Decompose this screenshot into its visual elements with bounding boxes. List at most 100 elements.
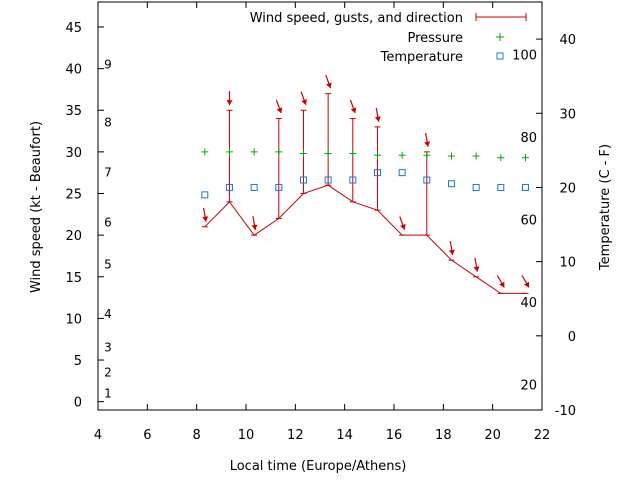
y-left-tick-label: 30 [65, 146, 82, 161]
legend-temperature-label: Temperature [380, 50, 463, 65]
y-right-tick-label: -10 [555, 404, 576, 419]
pressure-point [349, 150, 357, 158]
y-left-tick-label: 15 [65, 271, 82, 286]
wind-direction-arrow [448, 241, 455, 256]
beaufort-label: 8 [104, 116, 112, 130]
y-left-tick-label: 5 [74, 354, 82, 369]
pressure-point [201, 148, 209, 156]
temperature-point [497, 183, 505, 191]
wind-direction-head [251, 224, 258, 231]
x-tick-label: 16 [386, 428, 403, 443]
beaufort-label: 3 [104, 341, 112, 355]
wind-direction-arrow [275, 99, 283, 114]
wind-direction-arrow [399, 216, 406, 230]
beaufort-label: 9 [104, 57, 112, 71]
wind-direction-head [326, 82, 332, 89]
wind-direction-arrow [251, 216, 258, 231]
x-tick-label: 8 [193, 428, 201, 443]
beaufort-label: 1 [104, 386, 112, 400]
wind-direction-arrow [325, 74, 332, 89]
fahrenheit-label: 100 [512, 49, 537, 64]
x-tick-label: 18 [435, 428, 452, 443]
temperature-point [201, 191, 209, 199]
pressure-point [447, 152, 455, 160]
pressure-point [250, 148, 258, 156]
wind-direction-head [523, 281, 530, 288]
y-left-tick-label: 10 [65, 312, 82, 327]
temperature-point [324, 176, 332, 184]
x-tick-label: 6 [143, 428, 151, 443]
wind-direction-arrow [521, 275, 530, 288]
temperature-point [373, 169, 381, 177]
beaufort-label: 7 [104, 166, 112, 180]
pressure-point [299, 150, 307, 158]
wind-direction-head [424, 141, 431, 147]
y-right-tick-label: 20 [559, 181, 576, 196]
pressure-point [472, 152, 480, 160]
wind-direction-arrow [374, 107, 381, 122]
wind-direction-head [473, 266, 480, 272]
wind-direction-arrow [202, 207, 209, 222]
y-right-tick-label: 30 [559, 107, 576, 122]
axis-ticks [97, 2, 543, 411]
plot-frame [97, 1, 543, 411]
legend-pressure-label: Pressure [407, 31, 463, 46]
legend-wind-label: Wind speed, gusts, and direction [250, 11, 463, 26]
y-left-tick-label: 40 [65, 63, 82, 78]
pressure-point [497, 154, 505, 162]
wind-direction-arrow [424, 132, 431, 147]
wind-direction-head [226, 100, 233, 106]
wind-direction-arrow [300, 91, 307, 106]
pressure-point [373, 151, 381, 159]
pressure-point [521, 154, 529, 162]
wind-direction-head [400, 223, 406, 230]
y-right-tick-label: 0 [568, 330, 576, 345]
legend: Wind speed, gusts, and direction Pressur… [250, 11, 527, 65]
temperature-point [250, 183, 258, 191]
fahrenheit-label: 60 [520, 213, 537, 228]
temperature-point [398, 169, 406, 177]
wind-direction-head [448, 249, 455, 256]
legend-temperature-marker [496, 52, 504, 60]
wind-direction-arrow [349, 99, 357, 114]
data-marks [201, 74, 530, 294]
beaufort-label: 4 [104, 307, 112, 321]
wind-direction-head [202, 216, 209, 222]
y-axis-label-left: Wind speed (kt - Beaufort) [29, 121, 44, 293]
temperature-point [472, 183, 480, 191]
beaufort-label: 6 [104, 216, 112, 230]
legend-pressure-marker [496, 33, 504, 41]
wind-direction-head [301, 99, 307, 105]
x-axis-label: Local time (Europe/Athens) [230, 459, 407, 474]
x-tick-label: 4 [94, 428, 102, 443]
y-left-tick-label: 0 [74, 396, 82, 411]
wind-direction-head [350, 107, 357, 114]
y-left-tick-label: 20 [65, 229, 82, 244]
temperature-point [225, 183, 233, 191]
y-right-tick-label: 10 [559, 256, 576, 271]
temperature-point [349, 176, 357, 184]
beaufort-label: 2 [104, 366, 112, 380]
wind-direction-head [276, 107, 283, 114]
beaufort-label: 5 [104, 257, 112, 271]
x-tick-label: 20 [484, 428, 501, 443]
y-left-tick-label: 25 [65, 188, 82, 203]
y-left-tick-label: 45 [65, 21, 82, 36]
wind-speed-line [204, 184, 526, 294]
wind-direction-arrow [496, 275, 505, 288]
y-right-tick-label: 40 [559, 33, 576, 48]
pressure-point [225, 148, 233, 156]
temperature-point [447, 180, 455, 188]
fahrenheit-label: 20 [520, 378, 537, 393]
wind-direction-head [374, 116, 381, 122]
axis-tick-labels: 4 6 8 10 12 14 16 18 20 22051015202530354045-1001… [65, 21, 576, 443]
fahrenheit-label: 40 [520, 296, 537, 311]
pressure-point [423, 151, 431, 159]
y-axis-label-right: Temperature (C - F) [598, 144, 613, 271]
wind-direction-arrow [226, 91, 233, 106]
y-left-tick-label: 35 [65, 104, 82, 119]
wind-direction-head [499, 281, 505, 288]
temperature-point [423, 176, 431, 184]
temperature-point [299, 176, 307, 184]
